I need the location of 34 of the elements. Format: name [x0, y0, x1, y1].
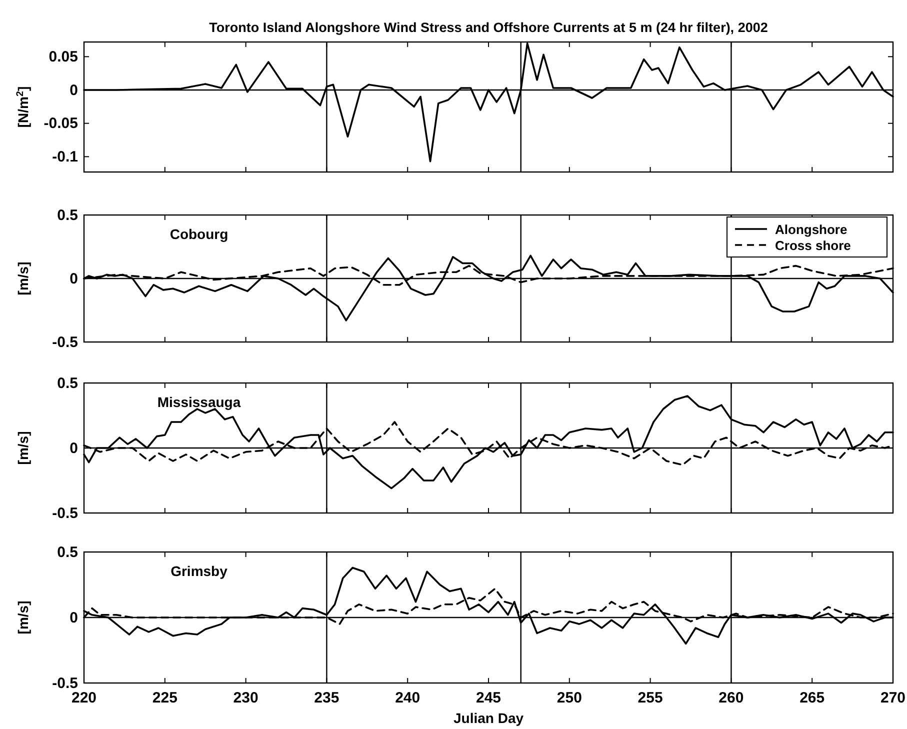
- y-tick-label: -0.1: [52, 148, 78, 166]
- y-axis-title: [m/s]: [15, 431, 31, 465]
- y-tick-label: 0: [70, 440, 78, 457]
- x-tick-label: 235: [314, 690, 340, 706]
- x-axis-title: Julian Day: [453, 710, 524, 726]
- x-tick-label: 230: [233, 690, 258, 706]
- y-tick-label: 0: [70, 609, 78, 626]
- chart-title: Toronto Island Alongshore Wind Stress and Offshore Currents at 5 m (24 hr filter), 2002: [209, 20, 768, 35]
- y-tick-label: -0.5: [52, 504, 78, 522]
- x-tick-label: 270: [880, 690, 906, 706]
- annotation: Cobourg: [170, 226, 228, 242]
- y-tick-label: -0.5: [52, 674, 78, 692]
- y-axis-title: [m/s]: [15, 262, 31, 296]
- x-tick-label: 255: [638, 690, 663, 706]
- y-tick-label: 0.05: [48, 48, 78, 66]
- annotation: Grimsby: [170, 563, 228, 579]
- x-tick-label: 265: [800, 690, 825, 706]
- x-tick-label: 220: [71, 690, 97, 706]
- x-tick-label: 225: [152, 690, 178, 706]
- x-tick-label: 240: [395, 690, 420, 706]
- x-tick-label: 245: [476, 690, 502, 706]
- y-tick-label: 0.5: [57, 544, 78, 561]
- y-tick-label: 0: [70, 82, 78, 99]
- y-axis-title: [m/s]: [15, 600, 31, 634]
- x-tick-label: 250: [556, 690, 582, 706]
- y-tick-label: 0.5: [57, 206, 78, 224]
- x-tick-label: 260: [718, 690, 744, 706]
- annotation: Mississauga: [157, 394, 241, 410]
- y-tick-label: -0.05: [44, 115, 78, 132]
- legend-label: Cross shore: [775, 238, 851, 253]
- y-tick-label: 0: [70, 270, 78, 288]
- legend-label: Alongshore: [775, 222, 848, 237]
- y-tick-label: -0.5: [52, 334, 78, 351]
- y-tick-label: 0.5: [57, 374, 78, 392]
